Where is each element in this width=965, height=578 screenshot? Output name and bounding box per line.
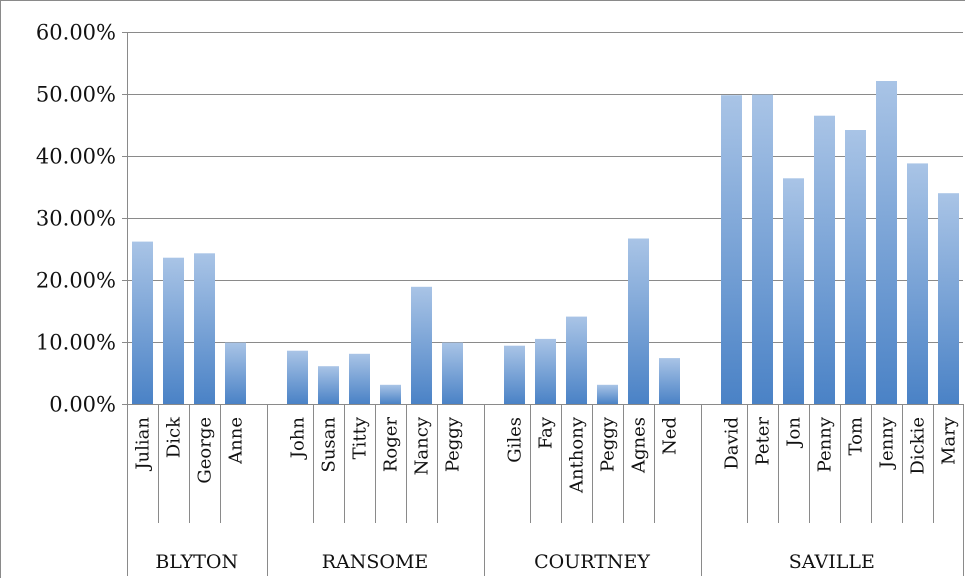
bar [752,94,773,404]
category-label: Julian [133,417,154,472]
category-label: Anne [226,417,247,465]
y-tick-label: 60.00% [36,21,116,45]
group-label: BLYTON [155,551,238,573]
category-label: Susan [319,417,340,473]
bar [349,353,370,404]
bar [535,338,556,404]
category-label: Agnes [629,417,650,474]
category-label: Jon [784,417,805,449]
bar [597,384,618,404]
bar [876,81,897,404]
bar [442,342,463,404]
bar [287,350,308,404]
bar [163,257,184,404]
bar [628,238,649,404]
category-label: Peggy [443,416,464,472]
category-label: John [288,417,309,461]
bar [318,366,339,404]
bar [907,163,928,404]
bar [411,286,432,404]
category-label: Nancy [412,416,433,475]
y-tick-label: 0.00% [49,393,116,417]
y-tick-label: 50.00% [36,83,116,107]
group-label: SAVILLE [789,551,875,573]
category-label: Titty [350,416,371,459]
category-label: Peggy [598,416,619,472]
bar [721,95,742,404]
category-label: George [195,417,216,484]
y-tick-label: 40.00% [36,145,116,169]
group-label: COURTNEY [534,551,650,573]
category-label: Fay [536,416,557,449]
bar [566,316,587,404]
category-label: Dickie [908,417,929,475]
category-label: Giles [505,417,526,463]
bar [814,115,835,404]
category-label: Penny [815,416,836,472]
category-label: David [722,417,743,470]
bar [380,384,401,404]
bar [659,358,680,404]
category-label: Peter [753,417,774,466]
y-tick-label: 20.00% [36,269,116,293]
category-label: Anthony [567,416,588,494]
category-label: Roger [381,417,402,473]
category-label: Ned [660,417,681,455]
category-label: Dick [164,416,185,458]
bar [938,193,959,404]
bar [504,345,525,404]
category-label: Mary [939,416,960,465]
category-label: Tom [846,417,867,456]
bar [783,178,804,404]
y-tick-label: 10.00% [36,331,116,355]
bar [845,130,866,404]
bar [225,342,246,404]
group-label: RANSOME [322,551,429,573]
category-label: Jenny [877,416,898,470]
y-tick-label: 30.00% [36,207,116,231]
bar [194,253,215,404]
bar [132,241,153,404]
